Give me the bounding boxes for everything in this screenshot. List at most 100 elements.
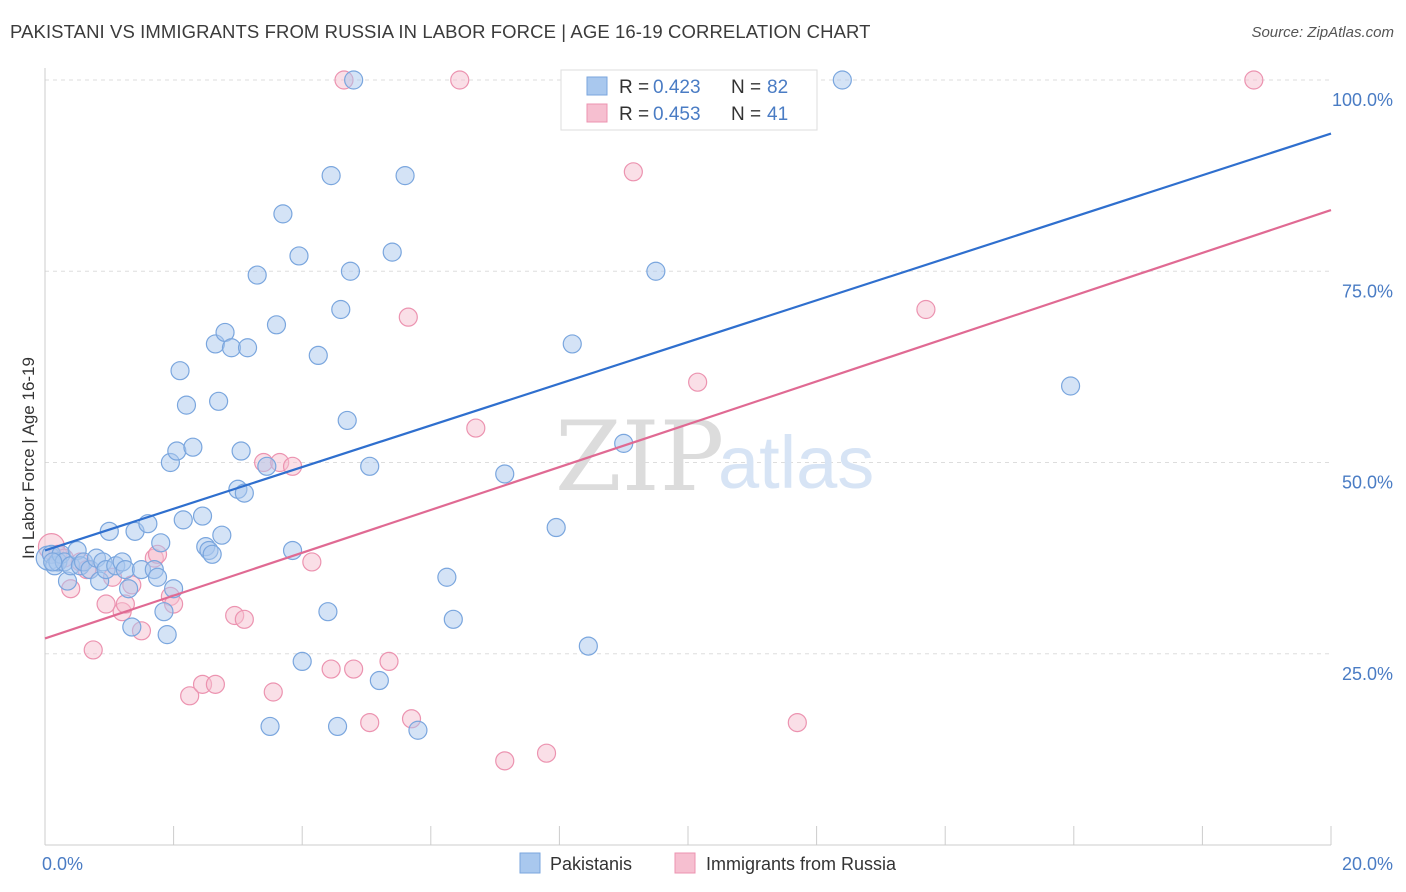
pakistanis-point	[331, 299, 351, 320]
pakistanis-point	[192, 506, 213, 526]
immigrants-from-russia-point	[180, 686, 200, 706]
immigrants-from-russia-point	[205, 674, 225, 694]
legend-n-label-1: N =	[731, 77, 761, 98]
pakistanis-point	[340, 261, 361, 281]
pakistanis-point	[115, 559, 135, 580]
pakistanis-point	[99, 521, 119, 541]
pakistanis-point	[212, 525, 232, 545]
pakistanis-point	[437, 567, 457, 587]
pakistanis-point	[369, 670, 389, 691]
pakistanis-point	[646, 261, 666, 281]
pakistanis-point	[209, 391, 229, 411]
y-tick-label-75: 75.0%	[1342, 281, 1393, 301]
y-tick-label-50: 50.0%	[1342, 473, 1393, 493]
pakistanis-point	[408, 720, 428, 740]
bottom-legend-swatch-pakistanis	[519, 852, 541, 874]
immigrants-from-russia-trend-line	[44, 209, 1332, 640]
pakistanis-point	[292, 651, 312, 672]
pakistanis-point	[578, 636, 598, 656]
pakistanis-point	[157, 625, 177, 645]
pakistanis-point	[289, 246, 309, 266]
pakistanis-point	[167, 441, 187, 461]
pakistanis-point	[122, 617, 142, 637]
immigrants-from-russia-point	[83, 640, 103, 660]
pakistanis-point	[273, 204, 293, 224]
pakistanis-point	[395, 166, 415, 186]
legend-swatch-pakistanis	[586, 76, 608, 96]
legend-r-label-1: R =	[619, 77, 649, 98]
immigrants-from-russia-point	[536, 743, 557, 763]
correlation-legend: R = 0.423 N = 82 R = 0.453 N = 41	[560, 69, 818, 131]
trend-lines	[44, 132, 1332, 640]
pakistanis-point	[337, 410, 357, 431]
immigrants-from-russia-point	[398, 307, 418, 327]
bottom-legend-swatch-immigrants-from-russia	[674, 852, 696, 874]
series-pakistanis-points	[35, 70, 1081, 740]
legend-r-label-2: R =	[619, 104, 649, 125]
watermark-zip: ZIP	[555, 401, 724, 513]
pakistanis-point	[154, 602, 174, 622]
source-label: Source: ZipAtlas.com	[1251, 24, 1394, 41]
immigrants-from-russia-point	[360, 712, 380, 733]
pakistanis-point	[183, 437, 203, 457]
immigrants-from-russia-point	[916, 299, 936, 320]
x-tick-label-min: 0.0%	[42, 854, 83, 874]
pakistanis-point	[382, 242, 402, 262]
x-ticks	[44, 826, 1332, 845]
immigrants-from-russia-point	[263, 682, 283, 702]
grid-lines	[45, 79, 1331, 655]
pakistanis-point	[43, 552, 63, 572]
watermark-atlas: atlas	[718, 421, 874, 504]
pakistanis-point	[318, 602, 338, 622]
pakistanis-point	[321, 166, 341, 186]
pakistanis-point	[147, 567, 168, 587]
watermark: ZIP atlas	[555, 401, 874, 513]
bottom-legend-label-pakistanis: Pakistanis	[550, 854, 632, 874]
pakistanis-point	[562, 334, 582, 354]
pakistanis-point	[234, 483, 254, 503]
legend-n-label-2: N =	[731, 104, 761, 125]
pakistanis-trend-line	[44, 132, 1332, 552]
immigrants-from-russia-point	[623, 162, 643, 182]
pakistanis-point	[360, 456, 380, 476]
bottom-legend-label-immigrants-from-russia: Immigrants from Russia	[706, 854, 897, 874]
pakistanis-point	[266, 315, 287, 335]
pakistanis-point	[231, 441, 251, 461]
legend-n-value-2: 41	[767, 104, 788, 125]
pakistanis-point	[1060, 376, 1081, 396]
pakistanis-point	[237, 338, 258, 358]
pakistanis-point	[257, 456, 277, 476]
immigrants-from-russia-point	[495, 751, 515, 771]
immigrants-from-russia-point	[450, 70, 470, 90]
pakistanis-point	[546, 517, 566, 538]
legend-r-value-1: 0.423	[653, 77, 701, 98]
immigrants-from-russia-point	[688, 372, 708, 392]
pakistanis-point	[151, 533, 171, 553]
immigrants-from-russia-point	[234, 609, 254, 629]
legend-n-value-1: 82	[767, 77, 788, 98]
pakistanis-point	[118, 579, 139, 599]
pakistanis-point	[247, 265, 267, 285]
immigrants-from-russia-point	[344, 659, 364, 679]
immigrants-from-russia-point	[302, 552, 322, 572]
immigrants-from-russia-point	[466, 418, 486, 438]
series-legend: Pakistanis Immigrants from Russia	[519, 852, 897, 874]
legend-r-value-2: 0.453	[653, 104, 701, 125]
y-tick-label-25: 25.0%	[1342, 664, 1393, 684]
immigrants-from-russia-point	[96, 594, 116, 614]
pakistanis-point	[176, 395, 197, 415]
y-tick-labels: 100.0% 75.0% 50.0% 25.0%	[1332, 90, 1393, 684]
pakistanis-point	[344, 70, 364, 90]
pakistanis-point	[495, 464, 515, 484]
legend-swatch-immigrants-from-russia	[586, 103, 608, 123]
y-tick-label-100: 100.0%	[1332, 90, 1393, 110]
pakistanis-point	[443, 609, 463, 629]
pakistanis-point	[327, 716, 348, 737]
pakistanis-point	[832, 70, 852, 90]
pakistanis-point	[260, 716, 280, 737]
pakistanis-point	[221, 338, 242, 358]
y-axis-title: In Labor Force | Age 16-19	[19, 357, 38, 559]
immigrants-from-russia-point	[379, 651, 399, 672]
x-tick-label-max: 20.0%	[1342, 854, 1393, 874]
